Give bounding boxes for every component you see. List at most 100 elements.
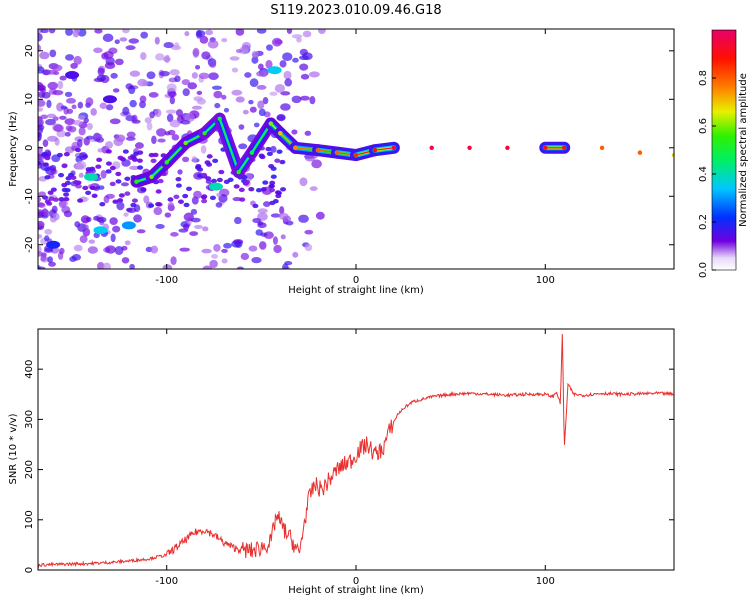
spectral-speckle — [112, 88, 120, 93]
spectral-ridge-segment — [374, 147, 395, 151]
spectral-speckle — [38, 266, 46, 269]
spectral-speckle — [77, 101, 84, 109]
spectral-speckle — [279, 60, 287, 68]
spectral-speckle — [167, 129, 176, 136]
spectral-speckle — [211, 85, 222, 90]
spectral-ridge-point — [543, 145, 548, 150]
snr-panel: -100 0 100 0 100 200 300 400 Height of straight… — [8, 328, 675, 596]
spectral-speckle — [213, 90, 223, 99]
spectral-speckle — [103, 51, 114, 59]
spectral-speckle — [109, 217, 118, 225]
spectral-speckle — [266, 151, 273, 157]
spectral-speckle — [168, 91, 177, 98]
spectral-speckle — [136, 158, 143, 163]
spectral-speckle — [311, 159, 322, 169]
spectral-speckle — [64, 118, 76, 126]
spectral-speckle — [265, 146, 272, 152]
spectral-speckle — [38, 124, 45, 131]
spectral-speckle — [183, 202, 190, 208]
spectral-speckle — [120, 182, 129, 187]
spectral-speckle — [291, 129, 298, 135]
spectral-speckle — [304, 229, 314, 235]
spectral-speckle — [155, 53, 165, 61]
spectral-speckle — [96, 262, 105, 269]
spectral-speckle — [165, 109, 177, 114]
spectral-speckle — [248, 187, 255, 192]
spectral-speckle — [48, 196, 55, 201]
spectral-speckle — [235, 96, 245, 103]
spectral-speckle — [240, 252, 250, 261]
spectral-speckle — [63, 197, 70, 202]
spectrogram-layer — [38, 29, 674, 269]
spectral-speckle — [238, 187, 245, 193]
spectral-speckle — [157, 138, 166, 143]
spectral-speckle — [223, 242, 232, 249]
spectral-speckle — [309, 186, 318, 191]
spectral-speckle — [174, 42, 180, 50]
colorbar-tick-label: 0.6 — [698, 118, 709, 134]
spectral-speckle — [270, 145, 277, 153]
spectral-speckle — [131, 198, 138, 203]
spectral-speckle — [73, 179, 80, 185]
spectral-speckle — [104, 62, 116, 69]
spectral-speckle — [121, 245, 128, 251]
spectral-speckle — [248, 245, 258, 252]
snr-plot-area — [38, 329, 674, 570]
spectral-speckle — [167, 202, 175, 210]
spectral-speckle — [131, 114, 138, 123]
spectral-speckle — [113, 137, 124, 147]
spectral-speckle — [155, 202, 162, 207]
snr-x-axis-label: Height of straight line (km) — [288, 585, 424, 596]
spectral-speckle — [156, 128, 167, 137]
spectral-speckle — [89, 166, 96, 171]
spectral-speckle — [231, 67, 239, 73]
spectral-speckle — [248, 99, 254, 105]
spectral-speckle — [166, 113, 174, 123]
spectral-speckle — [94, 29, 103, 34]
spectral-speckle — [238, 143, 248, 150]
spectral-speckle — [46, 113, 57, 119]
y-tick-label: 0 — [24, 145, 35, 151]
spectral-speckle — [99, 202, 106, 207]
spectral-speckle — [143, 195, 150, 204]
spectral-speckle — [77, 138, 83, 148]
spectral-speckle — [241, 42, 252, 51]
spectral-ridge-point — [164, 160, 169, 165]
spectral-speckle — [269, 187, 276, 193]
spectral-speckle — [190, 208, 198, 215]
spectral-speckle — [122, 149, 129, 154]
spectral-speckle — [208, 72, 219, 80]
x-tick-label: -100 — [155, 275, 178, 286]
spectral-speckle — [260, 187, 267, 192]
spectral-speckle — [256, 29, 267, 34]
colorbar-ticks: 0.0 0.2 0.4 0.6 0.8 — [698, 70, 716, 278]
spectral-speckle — [50, 187, 57, 192]
spectral-speckle — [282, 52, 293, 61]
spectral-speckle — [272, 236, 278, 245]
spectral-speckle — [274, 84, 286, 93]
spectral-speckle — [48, 29, 56, 34]
spectral-speckle — [279, 159, 286, 165]
spectral-speckle — [304, 130, 312, 136]
spectral-speckle — [44, 199, 51, 204]
spectral-speckle — [96, 157, 103, 163]
spectral-speckle — [259, 154, 266, 160]
spectral-speckle — [38, 99, 46, 107]
spectral-speckle — [199, 35, 209, 44]
spectral-speckle — [167, 197, 174, 202]
spectral-speckle — [262, 201, 271, 208]
spectral-speckle — [114, 39, 120, 45]
spectral-speckle — [269, 200, 276, 206]
spectral-speckle — [181, 79, 190, 86]
spectral-speckle — [270, 213, 281, 218]
spectral-speckle — [253, 122, 260, 128]
spectral-speckle — [48, 261, 56, 267]
spectral-speckle — [292, 251, 299, 258]
spectral-ridge-point — [353, 152, 359, 158]
spectral-blob — [65, 71, 80, 80]
spectral-ridge-point — [391, 145, 397, 150]
spectral-blob — [93, 226, 108, 235]
spectral-speckle — [38, 118, 45, 127]
spectral-speckle — [41, 152, 48, 157]
snr-y-axis-label: SNR (10 * v/v) — [8, 413, 19, 484]
